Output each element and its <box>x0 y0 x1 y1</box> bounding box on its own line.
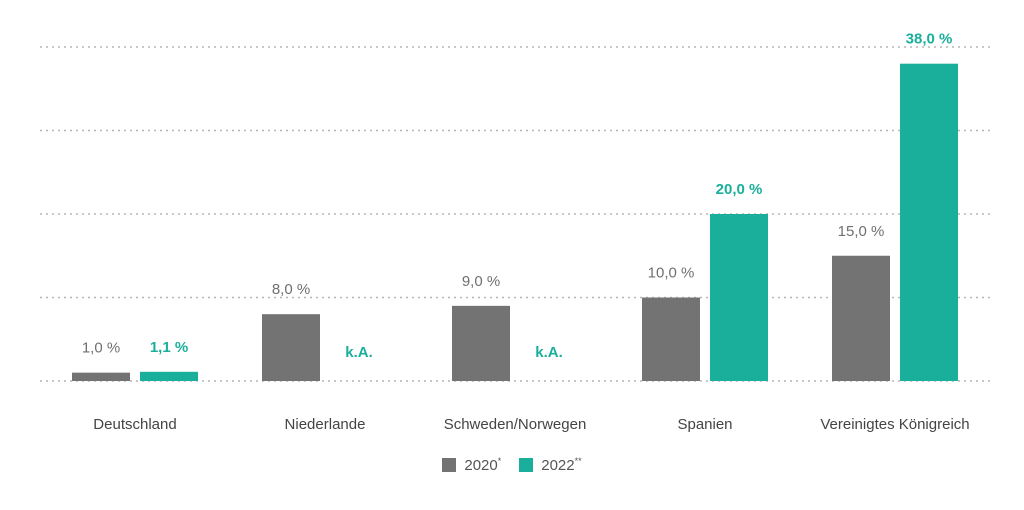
data-label: 38,0 % <box>906 31 953 48</box>
bar-2020-3 <box>642 297 700 381</box>
data-label: 1,1 % <box>150 339 188 356</box>
legend-label-2022: 2022** <box>541 456 582 474</box>
category-label: Spanien <box>677 416 732 433</box>
data-label-na: k.A. <box>535 344 563 361</box>
data-label: 1,0 % <box>82 340 120 357</box>
legend-label-2020: 2020* <box>464 456 502 474</box>
bar-2020-1 <box>262 314 320 381</box>
legend-swatch-2022 <box>519 458 534 472</box>
bar-2020-2 <box>452 305 510 381</box>
data-label: 9,0 % <box>462 273 500 290</box>
legend-item-2022: 2022** <box>519 456 582 474</box>
legend: 2020* 2022** <box>0 456 1024 474</box>
data-label: 10,0 % <box>648 265 695 282</box>
bar-2022-0 <box>140 371 198 381</box>
data-label: 15,0 % <box>838 223 885 240</box>
legend-swatch-2020 <box>442 458 457 472</box>
legend-item-2020: 2020* <box>442 456 501 474</box>
bar-2020-0 <box>72 372 130 381</box>
bar-2022-3 <box>710 214 768 381</box>
data-label-na: k.A. <box>345 344 373 361</box>
category-label: Niederlande <box>285 416 366 433</box>
bar-2022-4 <box>900 63 958 381</box>
category-label: Vereinigtes Königreich <box>820 416 969 433</box>
category-label: Deutschland <box>93 416 176 433</box>
data-label: 8,0 % <box>272 281 310 298</box>
data-label: 20,0 % <box>716 181 763 198</box>
category-label: Schweden/Norwegen <box>444 416 587 433</box>
bar-2020-4 <box>832 255 890 381</box>
